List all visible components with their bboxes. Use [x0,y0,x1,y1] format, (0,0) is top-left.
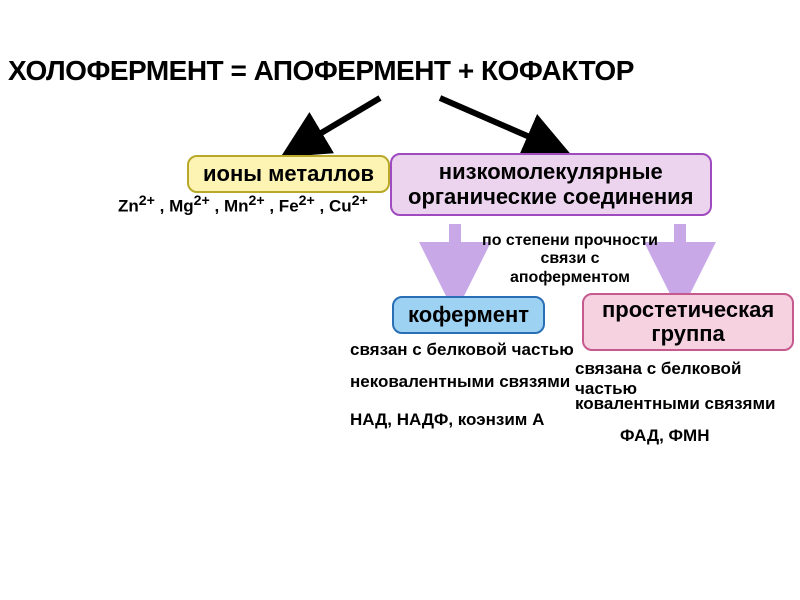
bond-strength-line2: апоферментом [510,269,630,286]
prosthetic-desc1: связана с белковой частью [575,359,800,399]
prosthetic-line2: группа [651,321,724,346]
box-metal-ions: ионы металлов [187,155,390,193]
bond-strength-line1: по степени прочности связи с [482,232,658,267]
coenzyme-desc2: нековалентными связями [350,372,580,392]
organic-line2: органические соединения [408,184,694,209]
coenzyme-desc3: НАД, НАДФ, коэнзим А [350,410,580,430]
box-organic-compounds: низкомолекулярные органические соединени… [390,153,712,216]
prosthetic-desc2: ковалентными связями [575,394,800,414]
coenzyme-desc1: связан с белковой частью [350,340,580,360]
box-prosthetic-group: простетическая группа [582,293,794,351]
prosthetic-desc3: ФАД, ФМН [620,426,780,446]
organic-line1: низкомолекулярные [439,159,663,184]
prosthetic-line1: простетическая [602,297,774,322]
bond-strength-label: по степени прочности связи с апоферменто… [470,232,670,287]
box-coenzyme: кофермент [392,296,545,334]
